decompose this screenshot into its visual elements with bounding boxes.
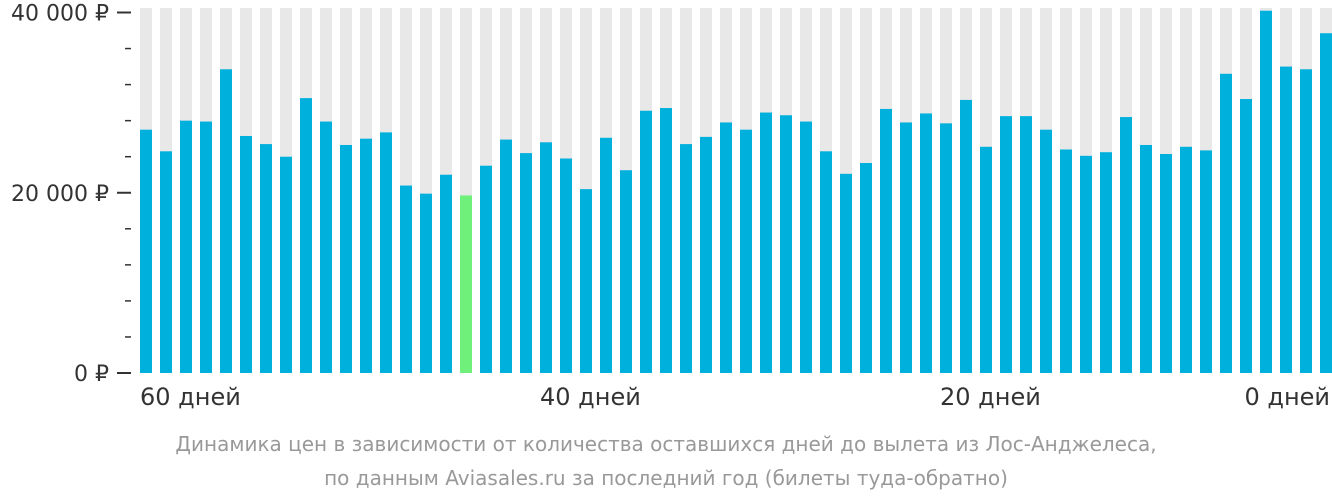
bar[interactable] <box>160 151 172 373</box>
bar[interactable] <box>320 121 332 373</box>
bar[interactable] <box>1100 152 1112 373</box>
bar[interactable] <box>720 122 732 373</box>
y-tick-label: 20 000 ₽ <box>11 182 109 207</box>
bar[interactable] <box>220 69 232 374</box>
caption-line-1: Динамика цен в зависимости от количества… <box>175 432 1157 456</box>
bar[interactable] <box>760 112 772 373</box>
bar[interactable] <box>380 132 392 373</box>
bar[interactable] <box>600 137 612 373</box>
bar[interactable] <box>1200 150 1212 373</box>
bar[interactable] <box>440 174 452 373</box>
bar[interactable] <box>1220 73 1232 373</box>
bar[interactable] <box>960 99 972 373</box>
x-axis: 60 дней 40 дней 20 дней 0 дней <box>140 383 1330 411</box>
bar[interactable] <box>180 120 192 373</box>
bar[interactable] <box>240 135 252 373</box>
bar[interactable] <box>400 185 412 373</box>
bar[interactable] <box>140 129 152 373</box>
bar[interactable] <box>260 144 272 373</box>
caption-line-2: по данным Aviasales.ru за последний год … <box>324 466 1008 490</box>
bar[interactable] <box>1320 33 1332 374</box>
bar[interactable] <box>1180 146 1192 373</box>
bar[interactable] <box>480 165 492 373</box>
bar[interactable] <box>640 110 652 374</box>
bar[interactable] <box>920 113 932 373</box>
bar[interactable] <box>980 146 992 373</box>
bar[interactable] <box>420 193 432 373</box>
bar[interactable] <box>1060 149 1072 373</box>
x-tick-label: 0 дней <box>1244 383 1330 411</box>
bar[interactable] <box>620 170 632 373</box>
bar[interactable] <box>900 122 912 373</box>
y-axis: 0 ₽ 20 000 ₽ 40 000 ₽ <box>11 2 131 387</box>
bar[interactable] <box>300 98 312 373</box>
bar[interactable] <box>360 138 372 373</box>
bar[interactable] <box>700 136 712 373</box>
bar[interactable] <box>800 121 812 373</box>
bar[interactable] <box>880 108 892 374</box>
bar[interactable] <box>1040 129 1052 373</box>
bar[interactable] <box>820 151 832 373</box>
bar[interactable] <box>540 142 552 373</box>
bar[interactable] <box>200 121 212 373</box>
bar[interactable] <box>860 163 872 373</box>
bar[interactable] <box>1160 154 1172 373</box>
x-tick-label: 60 дней <box>140 383 241 411</box>
price-bars <box>140 10 1332 374</box>
x-tick-label: 20 дней <box>940 383 1041 411</box>
bar[interactable] <box>780 115 792 373</box>
x-tick-label: 40 дней <box>540 383 641 411</box>
bar[interactable] <box>1080 155 1092 373</box>
bar[interactable] <box>1020 116 1032 374</box>
background-bars <box>140 8 1332 373</box>
bar[interactable] <box>740 129 752 373</box>
bar[interactable] <box>280 156 292 373</box>
bar[interactable] <box>1140 144 1152 373</box>
bar[interactable] <box>1240 99 1252 373</box>
bar-cheapest[interactable] <box>460 195 472 373</box>
bar[interactable] <box>500 139 512 373</box>
bar[interactable] <box>1120 117 1132 374</box>
bar[interactable] <box>580 189 592 373</box>
bar[interactable] <box>340 144 352 373</box>
bar[interactable] <box>680 144 692 373</box>
bar[interactable] <box>660 108 672 373</box>
y-tick-label: 40 000 ₽ <box>11 2 109 27</box>
bar[interactable] <box>560 158 572 373</box>
bar[interactable] <box>940 123 952 373</box>
bar[interactable] <box>520 153 532 373</box>
bar[interactable] <box>1000 116 1012 374</box>
y-tick-label: 0 ₽ <box>74 362 109 387</box>
bar[interactable] <box>1260 10 1272 373</box>
bar[interactable] <box>840 173 852 373</box>
bar[interactable] <box>1300 69 1312 374</box>
bar[interactable] <box>1280 66 1292 373</box>
